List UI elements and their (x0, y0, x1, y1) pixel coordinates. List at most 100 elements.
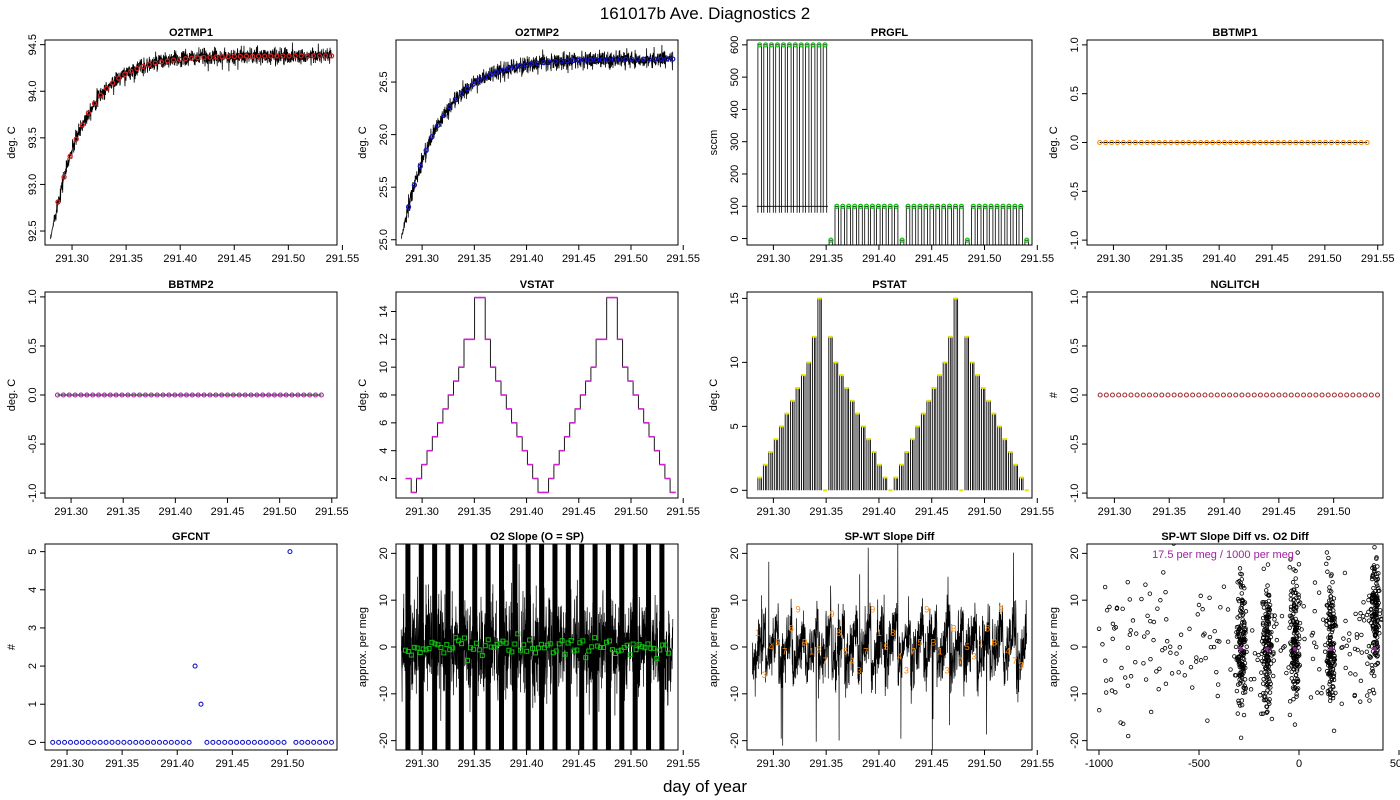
data-point (289, 392, 295, 398)
x-tick-label: 291.50 (614, 506, 648, 518)
data-label: 3 (945, 665, 950, 675)
data-label: 3 (904, 665, 909, 675)
data-point (562, 651, 568, 657)
data-point (1328, 594, 1333, 599)
panel-spwt: SP-WT Slope Diff approx. per meg 291.30 291… (708, 531, 1054, 770)
data-point (589, 644, 595, 650)
outlier-band (512, 544, 518, 750)
data-point (148, 392, 154, 398)
data-point (1264, 710, 1269, 715)
data-point (1240, 617, 1245, 622)
data-point (1292, 653, 1297, 658)
data-point (658, 56, 664, 62)
data-point (1100, 642, 1105, 647)
data-point (242, 392, 248, 398)
data-point (1374, 581, 1379, 586)
data-point (1266, 598, 1272, 604)
x-tick-label: 291.50 (968, 506, 1002, 518)
data-point (213, 54, 219, 60)
data-point (571, 648, 577, 654)
data-point (1325, 392, 1331, 398)
x-tick-label: 291.40 (510, 758, 544, 770)
x-tick-label: 291.35 (809, 506, 843, 518)
data-point (1151, 619, 1157, 625)
data-label: 9 (829, 609, 834, 619)
data-point (245, 739, 252, 745)
data-point (1236, 700, 1242, 706)
data-point (1180, 139, 1186, 146)
data-point (192, 663, 198, 669)
data-point (107, 392, 113, 398)
x-tick-label: 291.35 (1152, 506, 1186, 518)
x-tick-label: 291.30 (757, 253, 791, 265)
data-point (1373, 609, 1378, 615)
panel-title: GFCNT (172, 531, 210, 543)
data-point (1291, 660, 1297, 666)
data-point (611, 56, 617, 63)
data-point (168, 739, 174, 745)
data-point (1139, 596, 1144, 602)
data-point (1240, 653, 1246, 658)
data-point (1377, 588, 1382, 593)
data-point (1239, 139, 1245, 146)
data-point (180, 739, 186, 745)
x-tick-label: 291.40 (1207, 506, 1241, 518)
data-point (1329, 677, 1335, 683)
data-point (1237, 613, 1242, 618)
data-point (1350, 392, 1356, 398)
y-tick-label: 1 (27, 701, 39, 707)
x-tick-label: 291.50 (968, 253, 1002, 265)
data-point (125, 392, 131, 398)
data-point (917, 203, 923, 209)
data-point (586, 648, 592, 654)
data-point (1133, 660, 1138, 665)
x-tick-label: 291.40 (159, 506, 193, 518)
x-tick-label: 291.35 (809, 758, 843, 770)
x-tick-label: 291.45 (915, 506, 949, 518)
data-point (201, 392, 207, 398)
data-point (1233, 644, 1239, 650)
data-point (1261, 697, 1267, 703)
y-tick-label: -1.0 (1069, 231, 1081, 250)
data-point (1237, 645, 1243, 650)
y-tick-label: 14 (378, 305, 390, 317)
data-point (56, 739, 62, 745)
data-point (1265, 583, 1270, 588)
data-point (1329, 617, 1335, 622)
data-point (1307, 392, 1313, 398)
outlier-band (565, 544, 571, 750)
panel-o2slope: O2 Slope (O = SP) approx. per meg 291.30 29… (357, 531, 700, 770)
y-tick-label: 0 (729, 487, 741, 493)
data-point (1263, 690, 1268, 696)
data-point (887, 203, 893, 209)
data-point (271, 392, 278, 398)
data-point (1329, 670, 1335, 675)
data-point (1328, 632, 1333, 638)
data-point (1357, 616, 1362, 622)
data-point (1233, 139, 1239, 146)
data-label: 8 (890, 628, 895, 638)
data-point (1103, 658, 1108, 663)
data-point (1328, 608, 1333, 614)
data-point (564, 58, 570, 64)
data-point (863, 203, 870, 209)
data-point (110, 80, 116, 86)
data-point (61, 174, 67, 180)
x-tick-label: 291.55 (315, 506, 349, 518)
data-point (311, 739, 317, 745)
data-point (521, 642, 527, 648)
data-point (1352, 693, 1357, 699)
data-point (1339, 645, 1344, 651)
data-point (792, 42, 798, 48)
data-point (657, 647, 663, 653)
data-point (307, 392, 313, 398)
x-tick-label: 291.30 (405, 506, 439, 518)
data-point (408, 652, 414, 658)
data-point (1301, 604, 1306, 609)
panel-bbtmp1: BBTMP1 deg. C 291.30 291.35 291.40 291.45 291.… (1048, 27, 1395, 265)
data-point (1251, 139, 1257, 146)
y-tick-label: 300 (729, 133, 741, 151)
data-point (109, 739, 115, 745)
data-point (1309, 633, 1314, 638)
data-point (1272, 617, 1277, 622)
